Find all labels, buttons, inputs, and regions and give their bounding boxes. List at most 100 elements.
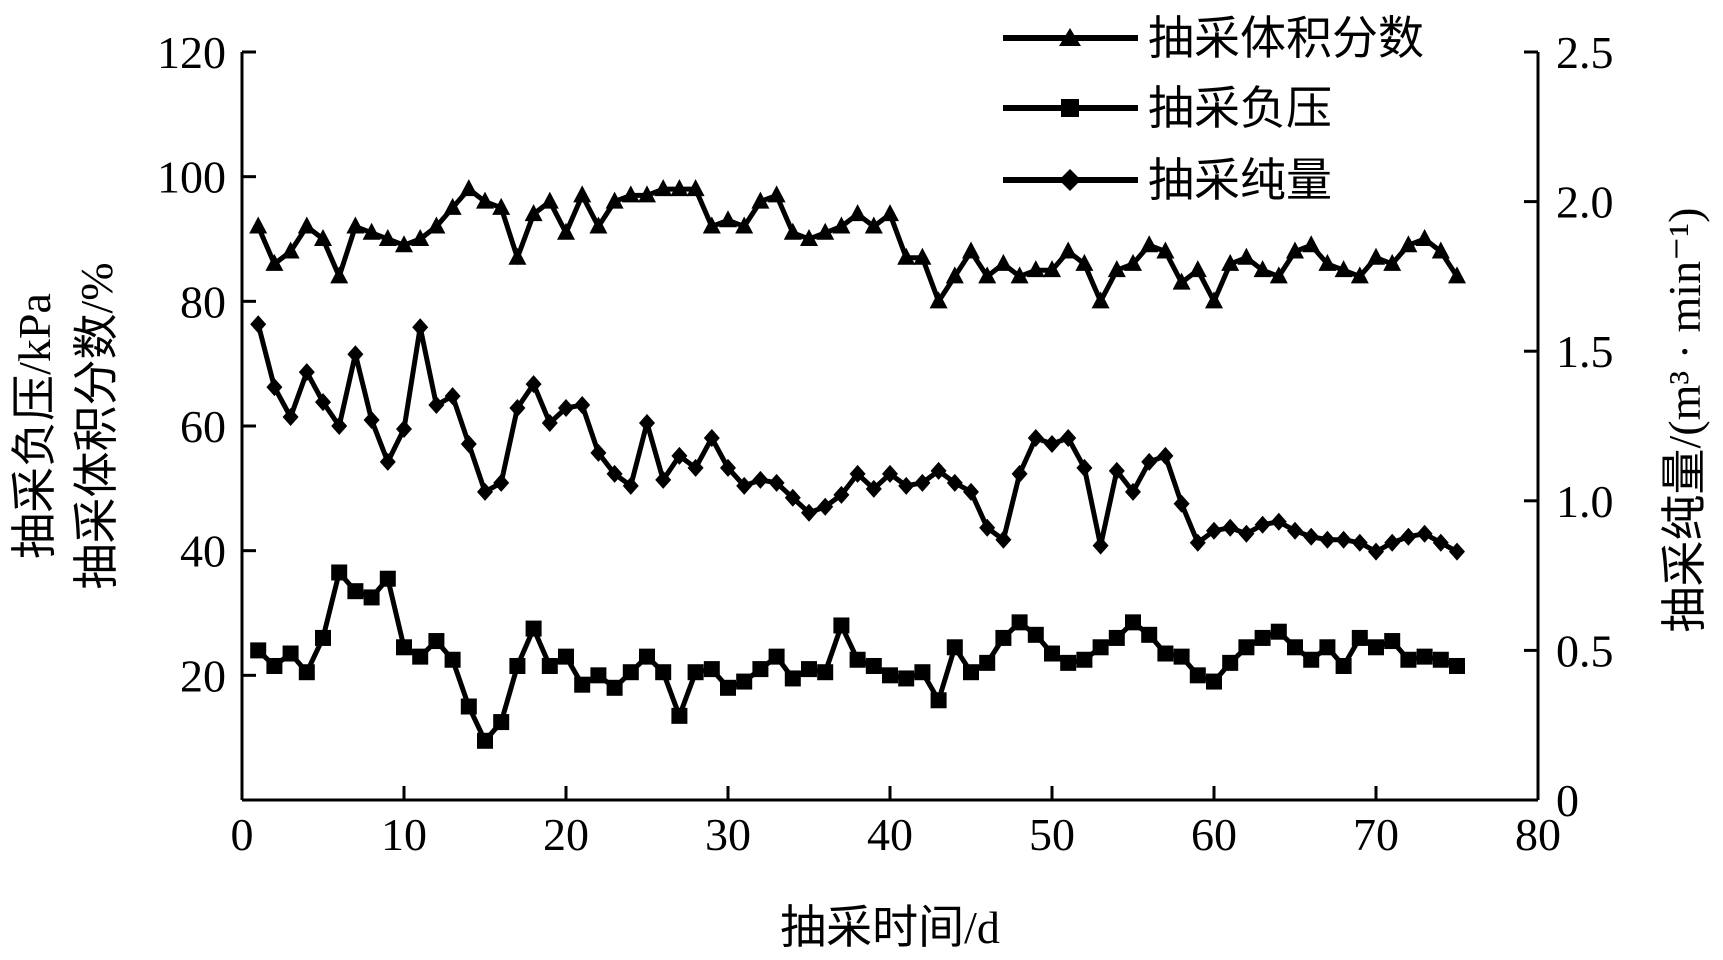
data-point-diamond — [995, 530, 1012, 549]
data-point-triangle — [378, 229, 397, 246]
data-point-square — [703, 661, 720, 678]
y-left-tick-label: 60 — [180, 401, 226, 452]
data-point-square — [1432, 651, 1449, 668]
data-point-square — [363, 589, 380, 606]
data-point-square — [1238, 639, 1255, 656]
data-point-diamond — [639, 414, 655, 433]
data-point-triangle — [281, 241, 300, 259]
data-point-square — [1400, 651, 1417, 668]
data-point-diamond — [979, 518, 996, 537]
data-point-diamond — [882, 464, 898, 483]
data-point-square — [1044, 645, 1060, 662]
data-point-diamond — [1108, 461, 1125, 480]
data-point-diamond — [396, 419, 412, 438]
data-point-triangle — [459, 179, 478, 197]
x-tick-label: 10 — [381, 809, 427, 860]
data-point-triangle — [962, 241, 980, 259]
data-point-triangle — [1059, 241, 1078, 259]
legend-label-negative-pressure: 抽采负压 — [1148, 83, 1332, 134]
data-point-diamond — [655, 470, 672, 489]
data-point-diamond — [833, 485, 850, 504]
y-left-tick-label: 40 — [180, 526, 226, 577]
data-point-square — [882, 667, 898, 684]
data-point-square — [671, 707, 688, 724]
data-point-square — [1368, 639, 1384, 656]
legend-entry-negative-pressure: 抽采负压 — [1003, 83, 1332, 134]
legend-marker-square-icon — [1061, 99, 1079, 117]
data-point-diamond — [1303, 527, 1320, 546]
data-point-diamond — [1254, 515, 1271, 534]
data-point-triangle — [767, 185, 786, 203]
data-point-diamond — [622, 476, 639, 495]
data-point-square — [606, 679, 623, 696]
data-point-diamond — [1092, 536, 1109, 555]
data-point-diamond — [898, 476, 915, 495]
y-left-tick-label: 20 — [180, 650, 226, 701]
data-point-square — [1319, 639, 1336, 656]
data-point-diamond — [379, 452, 396, 471]
data-point-diamond — [477, 482, 493, 501]
data-point-square — [541, 657, 558, 674]
legend-label-pure-flow: 抽采纯量 — [1148, 155, 1332, 206]
data-point-triangle — [638, 185, 656, 203]
data-point-triangle — [540, 191, 559, 209]
data-point-triangle — [1140, 235, 1159, 253]
data-point-square — [736, 673, 753, 690]
data-point-triangle — [427, 216, 446, 234]
data-point-square — [1222, 654, 1239, 671]
y-left-tick-label: 100 — [157, 152, 226, 203]
data-point-diamond — [720, 458, 736, 477]
data-point-triangle — [557, 222, 575, 240]
data-point-diamond — [282, 408, 299, 427]
data-point-diamond — [687, 458, 704, 477]
data-point-square — [995, 629, 1012, 646]
data-point-triangle — [621, 185, 640, 203]
x-tick-label: 70 — [1353, 809, 1399, 860]
data-point-diamond — [315, 393, 331, 412]
data-point-square — [946, 639, 963, 656]
data-point-diamond — [736, 476, 753, 495]
data-point-diamond — [1173, 494, 1190, 513]
data-point-square — [1303, 651, 1320, 668]
tick-labels: 0 10 20 30 40 50 60 70 80 20 40 60 80 100 120 0 0.5 1.0 1.… — [157, 27, 1614, 860]
data-point-diamond — [817, 497, 834, 516]
data-point-square — [898, 670, 915, 687]
data-point-diamond — [801, 503, 817, 522]
data-point-triangle — [1431, 241, 1450, 259]
data-point-square — [477, 732, 493, 749]
data-point-diamond — [1076, 458, 1093, 477]
data-point-square — [1092, 639, 1109, 656]
data-point-diamond — [1335, 530, 1352, 549]
data-point-triangle — [411, 229, 430, 246]
data-point-triangle — [1448, 266, 1466, 284]
data-point-diamond — [1011, 464, 1028, 483]
data-point-triangle — [573, 185, 592, 203]
data-point-square — [315, 629, 331, 646]
data-point-diamond — [946, 473, 963, 492]
data-point-square — [784, 670, 801, 687]
data-point-diamond — [428, 396, 445, 415]
data-point-square — [1011, 614, 1028, 631]
data-point-square — [428, 633, 445, 650]
data-point-diamond — [363, 411, 380, 430]
data-point-diamond — [784, 488, 801, 507]
data-point-triangle — [589, 216, 608, 234]
x-tick-label: 80 — [1515, 809, 1561, 860]
data-point-square — [412, 648, 429, 665]
data-point-diamond — [1222, 518, 1239, 537]
data-point-triangle — [330, 266, 349, 284]
data-point-diamond — [460, 434, 477, 453]
y-right-tick-label: 0.5 — [1556, 625, 1614, 676]
data-point-square — [1384, 633, 1401, 650]
data-point-triangle — [1156, 241, 1175, 259]
data-point-triangle — [1334, 260, 1353, 278]
data-point-diamond — [865, 479, 882, 498]
legend-entry-pure-flow: 抽采纯量 — [1003, 155, 1332, 206]
data-point-diamond — [493, 473, 510, 492]
data-point-triangle — [476, 191, 494, 209]
data-point-square — [1449, 657, 1465, 674]
data-point-square — [396, 639, 412, 656]
data-point-triangle — [1237, 247, 1256, 265]
